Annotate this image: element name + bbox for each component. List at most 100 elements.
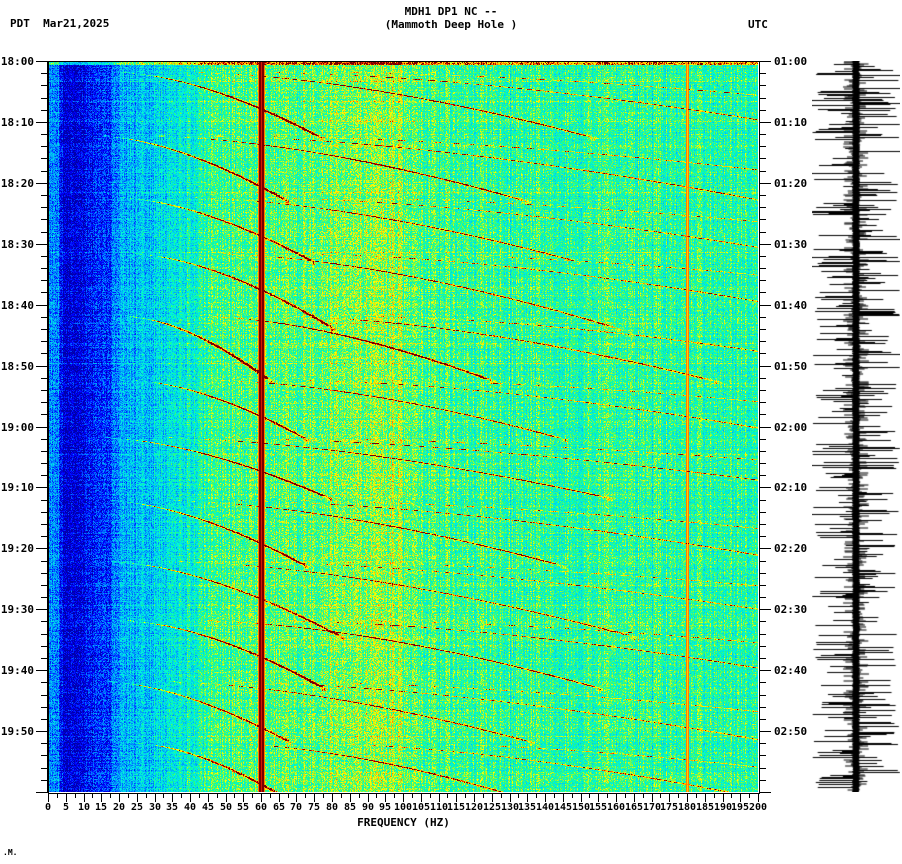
frequency-tick-minor xyxy=(749,793,750,798)
frequency-label: 55 xyxy=(236,802,250,813)
frequency-tick-major xyxy=(581,793,582,802)
time-tick-minor-right xyxy=(760,134,766,135)
time-tick-minor-left xyxy=(41,768,47,769)
time-tick-minor-right xyxy=(760,768,766,769)
frequency-tick-major xyxy=(598,793,599,802)
frequency-label: 65 xyxy=(272,802,286,813)
time-tick-minor-right xyxy=(760,743,766,744)
time-tick-minor-right xyxy=(760,207,766,208)
time-tick-minor-right xyxy=(760,536,766,537)
time-tick-minor-right xyxy=(760,658,766,659)
time-tick-minor-right xyxy=(760,268,766,269)
frequency-tick-major xyxy=(350,793,351,802)
spectrogram-canvas xyxy=(48,61,758,792)
time-tick-minor-right xyxy=(760,341,766,342)
time-label-pdt: 18:20 xyxy=(0,177,34,190)
frequency-label: 40 xyxy=(183,802,197,813)
time-tick-minor-right xyxy=(760,378,766,379)
time-tick-minor-left xyxy=(41,524,47,525)
time-tick-minor-left xyxy=(41,341,47,342)
time-tick-minor-right xyxy=(760,634,766,635)
frequency-label: 125 xyxy=(482,802,502,813)
frequency-tick-minor xyxy=(75,793,76,798)
frequency-label: 15 xyxy=(94,802,108,813)
frequency-label: 190 xyxy=(713,802,733,813)
frequency-tick-major xyxy=(332,793,333,802)
frequency-tick-major xyxy=(687,793,688,802)
time-tick-minor-left xyxy=(41,536,47,537)
frequency-label: 95 xyxy=(378,802,392,813)
frequency-tick-minor xyxy=(341,793,342,798)
frequency-tick-minor xyxy=(288,793,289,798)
time-tick-minor-left xyxy=(41,158,47,159)
frequency-tick-minor xyxy=(146,793,147,798)
time-tick-minor-left xyxy=(41,292,47,293)
frequency-label: 35 xyxy=(165,802,179,813)
frequency-label: 165 xyxy=(624,802,644,813)
frequency-tick-major xyxy=(48,793,49,802)
frequency-tick-minor xyxy=(572,793,573,798)
frequency-tick-minor xyxy=(643,793,644,798)
frequency-tick-major xyxy=(119,793,120,802)
frequency-label: 185 xyxy=(695,802,715,813)
header-utc-label: UTC xyxy=(748,18,768,31)
time-label-utc: 01:00 xyxy=(774,55,808,68)
time-tick-major-right xyxy=(760,244,771,245)
frequency-tick-minor xyxy=(217,793,218,798)
frequency-tick-minor xyxy=(128,793,129,798)
frequency-tick-major xyxy=(758,793,759,802)
time-tick-minor-right xyxy=(760,573,766,574)
frequency-tick-major xyxy=(492,793,493,802)
frequency-tick-minor xyxy=(376,793,377,798)
time-tick-minor-right xyxy=(760,171,766,172)
frequency-tick-major xyxy=(510,793,511,802)
frequency-label: 50 xyxy=(219,802,233,813)
header-local-time-date: PDT Mar21,2025 xyxy=(10,17,110,30)
time-tick-minor-right xyxy=(760,451,766,452)
spectrogram-plot[interactable] xyxy=(48,61,758,792)
frequency-tick-major xyxy=(66,793,67,802)
frequency-label: 180 xyxy=(677,802,697,813)
frequency-tick-minor xyxy=(199,793,200,798)
time-tick-minor-left xyxy=(41,621,47,622)
time-label-pdt: 18:40 xyxy=(0,299,34,312)
time-label-pdt: 18:10 xyxy=(0,116,34,129)
time-tick-major-left xyxy=(36,427,47,428)
time-tick-minor-left xyxy=(41,232,47,233)
time-tick-minor-left xyxy=(41,195,47,196)
frequency-tick-major xyxy=(226,793,227,802)
frequency-label: 90 xyxy=(361,802,375,813)
corner-artifact-mark: .M. xyxy=(3,848,18,857)
frequency-tick-major xyxy=(296,793,297,802)
time-tick-minor-right xyxy=(760,463,766,464)
frequency-tick-major xyxy=(190,793,191,802)
frequency-label: 145 xyxy=(553,802,573,813)
time-tick-major-right xyxy=(760,61,771,62)
frequency-tick-minor xyxy=(731,793,732,798)
time-tick-minor-right xyxy=(760,219,766,220)
frequency-tick-minor xyxy=(607,793,608,798)
frequency-label: 25 xyxy=(130,802,144,813)
frequency-tick-major xyxy=(634,793,635,802)
frequency-tick-major xyxy=(279,793,280,802)
time-tick-minor-right xyxy=(760,158,766,159)
frequency-tick-major xyxy=(740,793,741,802)
frequency-label: 80 xyxy=(325,802,339,813)
time-tick-minor-right xyxy=(760,621,766,622)
frequency-label: 200 xyxy=(748,802,768,813)
frequency-tick-major xyxy=(616,793,617,802)
frequency-tick-minor xyxy=(465,793,466,798)
time-tick-minor-left xyxy=(41,73,47,74)
frequency-label: 160 xyxy=(606,802,626,813)
frequency-tick-minor xyxy=(394,793,395,798)
time-axis-utc: 01:00 01:10 01:20 01:30 01:40 01:50 02:00 02:10… xyxy=(759,56,807,793)
time-label-pdt: 18:50 xyxy=(0,360,34,373)
frequency-tick-minor xyxy=(483,793,484,798)
frequency-tick-minor xyxy=(234,793,235,798)
seismogram-trace-panel[interactable] xyxy=(812,61,900,792)
time-tick-major-left xyxy=(36,792,47,793)
frequency-label: 150 xyxy=(571,802,591,813)
time-tick-minor-right xyxy=(760,719,766,720)
time-axis-pdt: 18:00 18:10 18:20 18:30 18:40 18:50 19:00 19:10… xyxy=(1,56,48,793)
